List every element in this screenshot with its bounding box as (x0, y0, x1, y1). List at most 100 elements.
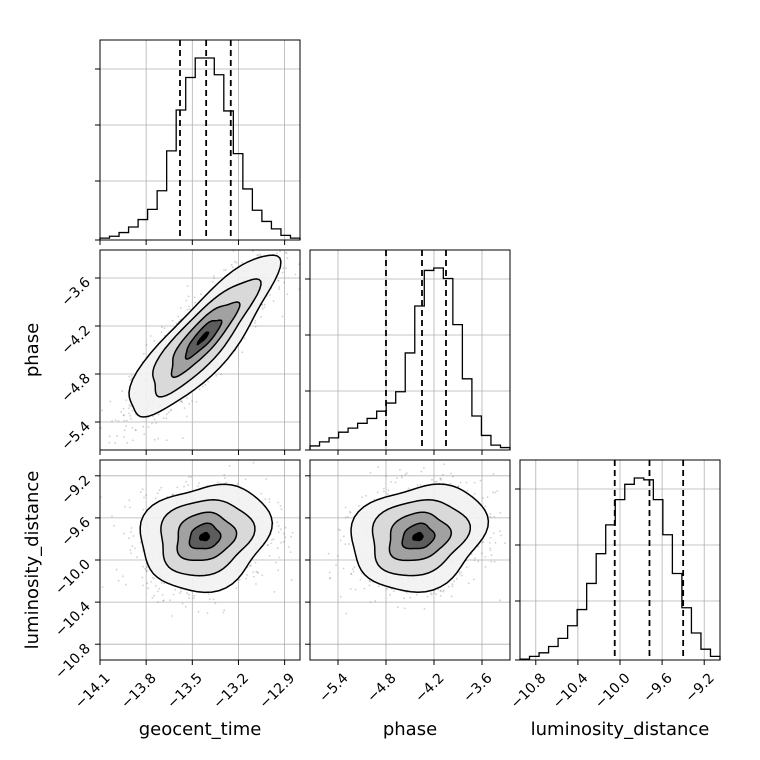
scatter-point (404, 473, 407, 476)
scatter-point (286, 293, 289, 296)
scatter-point (188, 403, 191, 405)
scatter-point (195, 401, 198, 403)
scatter-point (512, 507, 514, 509)
scatter-point (256, 254, 259, 256)
scatter-point (258, 253, 261, 256)
scatter-point (328, 577, 331, 580)
scatter-point (197, 610, 200, 613)
scatter-point (254, 322, 256, 324)
scatter-point (489, 542, 491, 544)
scatter-point (128, 412, 131, 415)
scatter-point (489, 515, 492, 518)
scatter-point (152, 415, 155, 418)
scatter-point (423, 467, 425, 469)
scatter-point (146, 582, 149, 585)
scatter-point (266, 544, 269, 546)
scatter-point (193, 594, 196, 597)
scatter-point (145, 566, 148, 568)
scatter-point (158, 489, 161, 492)
scatter-point (179, 400, 182, 403)
scatter-point (352, 568, 354, 570)
scatter-point (130, 377, 133, 380)
scatter-point (154, 584, 157, 587)
scatter-point (216, 481, 219, 484)
scatter-point (345, 612, 348, 615)
scatter-point (139, 541, 142, 544)
y-axis-row2-col2 (515, 488, 520, 661)
scatter-point (207, 380, 210, 383)
scatter-point (201, 385, 204, 388)
scatter-point (191, 400, 194, 403)
scatter-point (252, 461, 255, 464)
scatter-point (447, 585, 450, 588)
scatter-point (339, 539, 342, 542)
scatter-point (96, 427, 98, 429)
scatter-point (111, 515, 113, 518)
scatter-point (419, 484, 422, 486)
scatter-point (467, 582, 470, 585)
scatter-point (121, 390, 123, 393)
x-tick-label: −9.2 (682, 670, 717, 705)
scatter-point (554, 539, 556, 541)
scatter-point (123, 414, 125, 417)
scatter-point (142, 425, 145, 428)
x-axis-phase-row2: −5.4 −4.8 −4.2 −3.6 (316, 660, 496, 706)
scatter-point (403, 607, 406, 610)
scatter-point (439, 477, 442, 480)
scatter-point (369, 580, 371, 583)
y-axis-label-phase: phase (22, 323, 43, 377)
scatter-point (147, 426, 150, 428)
scatter-point (165, 439, 168, 442)
scatter-point (207, 593, 210, 596)
scatter-point (157, 590, 159, 593)
x-axis-luminosity_distance-row2: −10.8 −10.4 −10.0 −9.6 −9.2 (508, 660, 718, 712)
histogram-grid (520, 460, 720, 660)
scatter-point (368, 584, 371, 587)
scatter-point (494, 491, 497, 494)
scatter-point (426, 595, 429, 598)
scatter-point (132, 535, 135, 537)
scatter-point (172, 593, 175, 596)
scatter-point (287, 245, 289, 247)
scatter-point (171, 493, 174, 496)
scatter-point (434, 481, 437, 483)
scatter-point (128, 404, 131, 406)
scatter-point (192, 597, 195, 600)
scatter-point (254, 320, 257, 322)
scatter-point (157, 437, 160, 440)
scatter-point (386, 588, 388, 591)
scatter-point (134, 429, 137, 432)
y-tick-label: −9.6 (58, 514, 93, 549)
scatter-point (256, 571, 259, 574)
scatter-point (264, 498, 267, 500)
scatter-point (157, 413, 160, 416)
scatter-point (479, 479, 482, 482)
y-tick-label: −10.8 (52, 641, 94, 683)
scatter-point (212, 275, 215, 277)
y-axis-label-luminosity-distance: luminosity_distance (22, 471, 43, 650)
scatter-point (185, 299, 188, 302)
scatter-point (147, 587, 149, 590)
scatter-point (238, 578, 241, 581)
x-axis-geocent_time-row2: −14.1 −13.8 −13.5 −13.2 −12.9 (72, 660, 298, 712)
scatter-point (134, 429, 137, 431)
x-tick-label: −13.2 (210, 670, 252, 712)
scatter-point (122, 414, 125, 417)
scatter-point (187, 305, 190, 308)
x-tick-label: −4.2 (412, 670, 447, 705)
scatter-point (363, 587, 366, 590)
histogram-grid (99, 40, 300, 240)
scatter-point (243, 247, 245, 249)
scatter-point (129, 506, 131, 509)
scatter-point (344, 506, 347, 509)
scatter-point (190, 476, 193, 478)
scatter-point (423, 608, 426, 610)
contour-level-4 (199, 531, 211, 542)
scatter-point (177, 315, 180, 318)
scatter-point (342, 535, 345, 538)
x-axis-geocent_time-row0 (99, 240, 286, 245)
scatter-point (440, 479, 443, 481)
x-tick-label: −10.4 (550, 670, 592, 712)
scatter-point (120, 411, 122, 413)
plot-root: −14.1 −13.8 −13.5 −13.2 −12.9 −5.4 −4.8 −4.2 −3.… (22, 39, 721, 740)
